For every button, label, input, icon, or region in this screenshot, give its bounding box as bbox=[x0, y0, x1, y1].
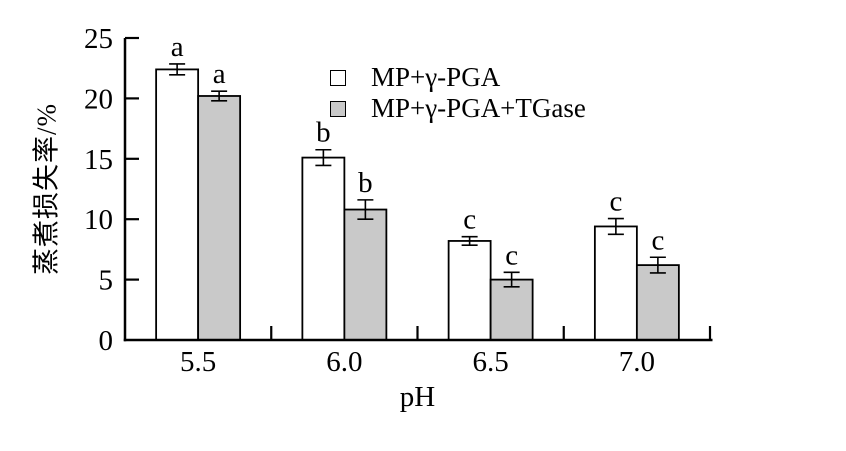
y-tick-label: 25 bbox=[84, 23, 113, 55]
legend: MP+γ-PGA MP+γ-PGA+TGase bbox=[330, 62, 586, 124]
bar-series1-cat0 bbox=[197, 95, 242, 341]
sig-letter: c bbox=[505, 239, 518, 271]
bar-series1-cat1 bbox=[343, 208, 388, 341]
sig-letter: c bbox=[651, 224, 664, 256]
y-axis-title: 蒸煮损失率/% bbox=[31, 103, 62, 275]
bar-series0-cat1 bbox=[301, 156, 346, 341]
x-tick-label: 6.0 bbox=[326, 346, 362, 378]
legend-label-mp-pga-tgase: MP+γ-PGA+TGase bbox=[371, 93, 586, 123]
sig-letter: b bbox=[358, 167, 373, 199]
y-tick-label: 15 bbox=[84, 144, 113, 176]
legend-item-mp-pga-tgase: MP+γ-PGA+TGase bbox=[330, 93, 586, 124]
y-tick-label: 10 bbox=[84, 204, 113, 236]
x-tick-label: 5.5 bbox=[180, 346, 216, 378]
legend-label-mp-pga: MP+γ-PGA bbox=[371, 62, 501, 92]
x-tick-label: 7.0 bbox=[619, 346, 655, 378]
bar-series1-cat2 bbox=[489, 278, 534, 341]
y-tick-label: 5 bbox=[99, 265, 114, 297]
sig-letter: a bbox=[213, 58, 226, 90]
x-axis-title: pH bbox=[399, 381, 436, 413]
y-tick-label: 0 bbox=[99, 325, 114, 357]
sig-letter: c bbox=[609, 186, 622, 218]
x-tick-label: 6.5 bbox=[473, 346, 509, 378]
sig-letter: a bbox=[171, 31, 184, 63]
legend-item-mp-pga: MP+γ-PGA bbox=[330, 62, 586, 93]
bar-series0-cat0 bbox=[155, 68, 200, 341]
bar-series0-cat2 bbox=[447, 240, 492, 341]
bar-series1-cat3 bbox=[635, 264, 680, 341]
sig-letter: b bbox=[316, 117, 331, 149]
legend-swatch-mp-pga-tgase-icon bbox=[330, 100, 346, 117]
legend-swatch-mp-pga-icon bbox=[330, 69, 346, 86]
bar-series0-cat3 bbox=[593, 225, 638, 341]
y-tick-label: 20 bbox=[84, 83, 113, 115]
sig-letter: c bbox=[463, 204, 476, 236]
